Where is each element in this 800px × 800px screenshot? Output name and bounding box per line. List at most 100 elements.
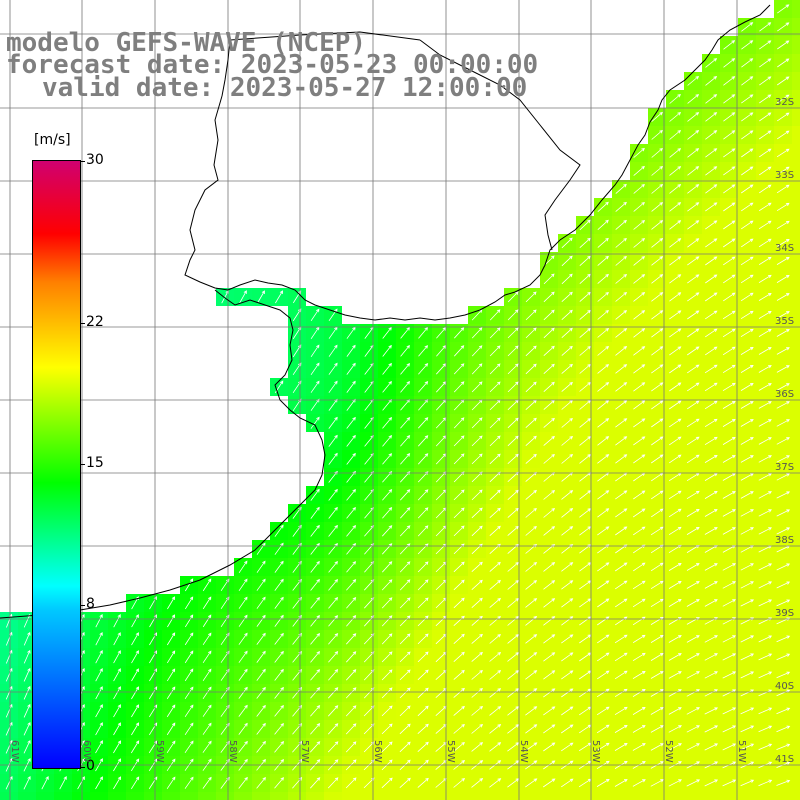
wind-arrow [489,615,501,626]
wind-arrow [776,563,791,571]
wind-speed-cell [792,522,800,540]
wind-arrow [543,363,555,374]
wind-arrow [740,491,754,499]
wind-arrow [400,344,410,357]
wind-arrow [561,345,573,356]
wind-arrow [543,580,556,590]
wind-arrow [418,363,429,375]
wind-arrow [310,308,320,322]
wind-arrow [704,328,718,338]
wind-arrow [274,560,284,573]
wind-arrow [723,166,736,176]
wind-arrow [615,237,627,248]
wind-arrow [166,686,176,700]
wind-arrow [776,509,791,517]
wind-speed-cell [612,792,630,800]
wind-arrow [740,599,755,607]
wind-arrow [687,202,700,212]
wind-arrow [704,310,718,320]
wind-arrow [650,725,664,733]
wind-arrow [525,417,537,428]
wind-arrow [131,614,139,628]
map-title-valid-date: valid date: 2023-05-27 12:00:00 [42,73,528,103]
wind-arrow [489,579,501,590]
wind-speed-cell [342,792,360,800]
wind-speed-cell [522,792,540,800]
wind-speed-cell [792,666,800,684]
wind-arrow [131,650,139,664]
wind-arrow [561,706,574,716]
map-title-model: modelo GEFS-WAVE (NCEP) [6,28,367,58]
wind-arrow [310,524,320,537]
wind-arrow [507,597,520,608]
wind-arrow [633,490,646,500]
wind-arrow [418,435,429,447]
wind-arrow [471,615,483,626]
wind-arrow [776,635,791,643]
wind-arrow [381,669,393,681]
wind-arrow [740,310,754,320]
wind-arrow [686,743,700,751]
wind-arrow [310,416,320,429]
wind-speed-cell [792,36,800,54]
wind-arrow [651,346,664,356]
wind-arrow [705,166,718,176]
wind-speed-cell [792,450,800,468]
wind-arrow [274,614,284,627]
wind-arrow [615,255,627,266]
wind-arrow [740,509,754,517]
wind-arrow [238,632,248,645]
wind-arrow [776,743,791,750]
wind-arrow [723,58,736,68]
wind-speed-cell [792,288,800,306]
wind-arrow [167,596,176,610]
wind-arrow [668,490,682,500]
wind-arrow [632,526,646,536]
wind-speed-cell [720,792,738,800]
wind-arrow [669,111,682,122]
wind-arrow [346,452,356,465]
wind-arrow [633,292,646,302]
wind-arrow [507,435,519,447]
wind-arrow [740,220,754,230]
wind-arrow [471,687,483,698]
wind-speed-cell [792,432,800,450]
wind-arrow [704,490,718,499]
wind-arrow [669,238,682,248]
wind-arrow [668,707,682,715]
wind-arrow [400,471,411,483]
wind-arrow [310,669,321,681]
wind-arrow [400,417,411,429]
wind-arrow [740,256,754,266]
wind-arrow [561,453,574,464]
wind-speed-cell [792,54,800,72]
wind-arrow [417,777,429,788]
wind-arrow [453,615,465,626]
wind-arrow [345,777,357,789]
wind-arrow [346,362,356,375]
latitude-label: 37S [775,462,795,473]
wind-arrow [705,130,718,140]
wind-arrow [704,599,718,607]
wind-arrow [525,616,538,626]
wind-arrow [399,777,411,788]
wind-arrow [471,327,483,339]
wind-arrow [740,346,754,355]
wind-arrow [166,704,176,718]
wind-arrow [651,202,664,212]
wind-arrow [669,274,682,284]
wind-speed-cell [792,162,800,180]
wind-arrow [489,309,501,321]
wind-arrow [113,776,122,790]
wind-arrow [741,76,754,86]
wind-arrow [525,327,537,339]
wind-arrow [776,130,790,140]
wind-arrow [758,473,772,481]
wind-arrow [758,707,773,715]
wind-arrow [543,598,556,608]
wind-arrow [561,580,574,590]
wind-arrow [704,545,718,553]
wind-arrow [328,651,339,663]
wind-arrow [597,580,610,590]
wind-arrow [453,561,465,573]
